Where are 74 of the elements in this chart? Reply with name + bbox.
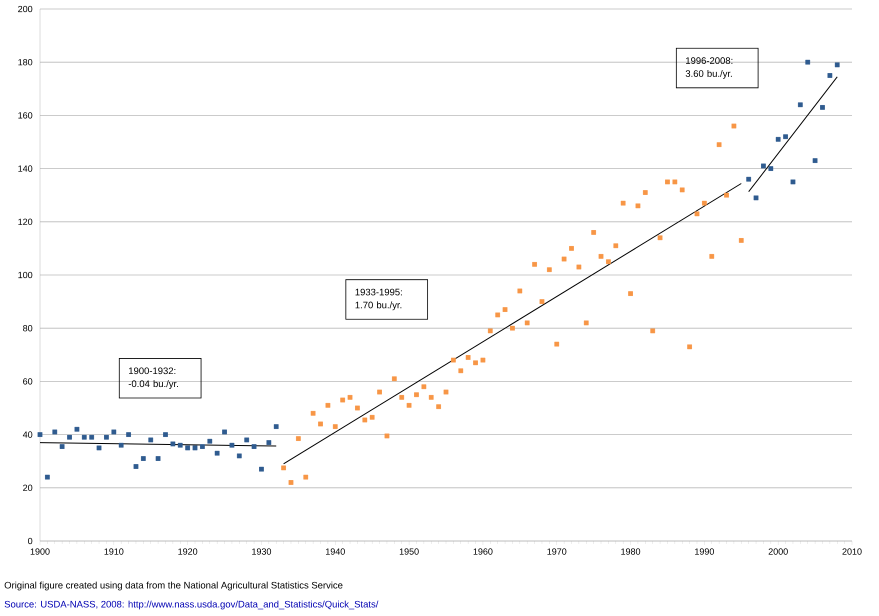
point xyxy=(266,440,272,445)
point xyxy=(44,474,50,480)
point xyxy=(67,434,72,440)
annotation: 1900-1932: -0.04 bu./yr. xyxy=(128,367,178,389)
point xyxy=(222,430,227,434)
point xyxy=(768,166,774,171)
x-tick-label: 1920 xyxy=(178,548,198,555)
point xyxy=(827,73,832,78)
point xyxy=(274,424,279,430)
point xyxy=(74,426,80,432)
x-tick-label: 2000 xyxy=(768,548,788,555)
point xyxy=(230,442,234,448)
point xyxy=(178,442,183,448)
point xyxy=(207,438,212,444)
point xyxy=(118,442,124,448)
point xyxy=(192,446,198,450)
point xyxy=(148,438,154,442)
point xyxy=(185,446,190,450)
source-note: Source: USDA-NASS, 2008: http://www.nass.usda.gov/Data_and_Statistics/Quick_Stats/ xyxy=(4,600,378,610)
point xyxy=(89,434,94,440)
point xyxy=(111,430,116,434)
x-tick-label: 1910 xyxy=(104,548,124,555)
point xyxy=(126,432,131,437)
point xyxy=(156,456,160,461)
y-tick-label: 100 xyxy=(18,272,32,278)
x-tick-label: 1960 xyxy=(474,548,493,555)
point xyxy=(790,180,796,184)
point xyxy=(104,434,109,440)
x-tick-label: 1970 xyxy=(547,548,566,555)
point xyxy=(812,158,818,164)
point xyxy=(252,444,256,449)
point xyxy=(776,136,781,142)
point xyxy=(805,60,810,65)
point xyxy=(38,432,42,437)
x-tick-label: 1990 xyxy=(695,548,714,555)
point xyxy=(170,442,176,446)
point xyxy=(52,430,58,434)
point xyxy=(746,176,752,182)
point xyxy=(60,444,65,449)
y-tick-label: 20 xyxy=(23,484,32,491)
x-tick-label: 1930 xyxy=(252,548,272,555)
point xyxy=(834,62,840,68)
y-tick-label: 160 xyxy=(18,112,32,119)
point xyxy=(236,453,242,458)
point xyxy=(761,164,766,168)
y-tick-label: 200 xyxy=(18,6,32,12)
point xyxy=(214,450,220,456)
point xyxy=(134,464,138,469)
y-tick-label: 80 xyxy=(23,325,32,332)
y-tick-label: 0 xyxy=(28,538,32,544)
point xyxy=(96,446,102,450)
x-tick-label: 2010 xyxy=(842,548,862,555)
y-tick-label: 120 xyxy=(18,218,32,225)
text: Original figure created using data from the National Agricultural Statistics Service xyxy=(4,582,343,590)
point xyxy=(82,434,87,440)
x-tick-label: 1950 xyxy=(400,548,419,555)
point xyxy=(783,134,788,140)
y-tick-label: 180 xyxy=(18,59,32,66)
y-tick-label: 140 xyxy=(18,165,32,172)
point xyxy=(163,432,168,437)
x-tick-label: 1900 xyxy=(30,548,50,555)
point xyxy=(140,456,146,461)
point xyxy=(259,466,264,472)
point xyxy=(798,102,803,108)
y-tick-label: 60 xyxy=(23,378,32,385)
point xyxy=(754,195,758,200)
y-tick-label: 40 xyxy=(22,431,32,438)
point xyxy=(200,444,205,449)
point xyxy=(820,105,825,110)
point xyxy=(244,438,250,442)
annotation: 1996-2008: 3.60 bu./yr. xyxy=(686,57,732,79)
annotation: 1933-1995: 1.70 bu./yr. xyxy=(356,288,402,310)
x-tick-label: 1980 xyxy=(621,548,640,555)
x-tick-label: 1940 xyxy=(326,548,345,555)
